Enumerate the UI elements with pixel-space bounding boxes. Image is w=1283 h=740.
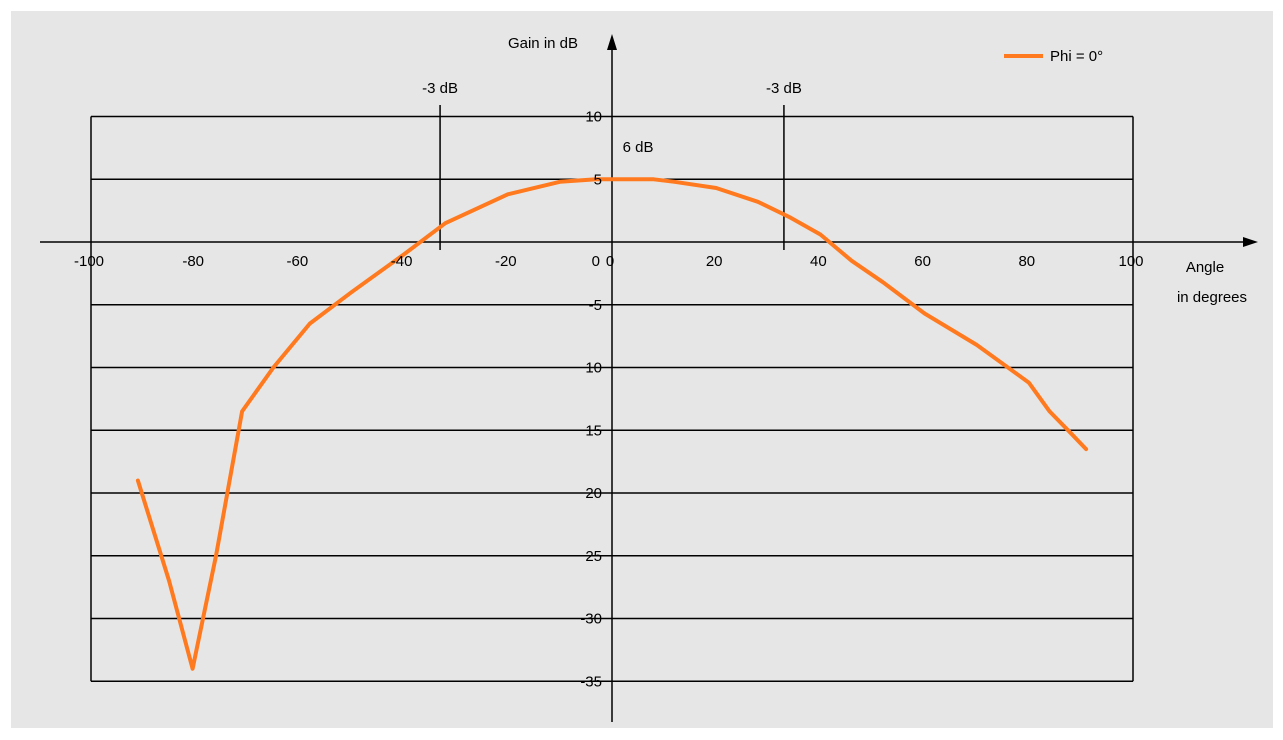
- y-tick-label: 20: [585, 485, 602, 502]
- x-tick-label: -100: [74, 253, 104, 270]
- y-tick-label: -5: [589, 297, 602, 314]
- series-point: [1068, 431, 1072, 435]
- x-tick-label: -40: [391, 253, 413, 270]
- series-point: [1048, 409, 1052, 413]
- y-tick-label: 5: [594, 171, 602, 188]
- series-point: [652, 177, 656, 181]
- series-point: [1027, 381, 1031, 385]
- series-point: [756, 200, 760, 204]
- series-point: [443, 221, 447, 225]
- series-point: [1084, 447, 1088, 451]
- series-point: [214, 554, 218, 558]
- legend: Phi = 0°: [1004, 48, 1103, 65]
- series-point: [673, 180, 677, 184]
- x-tick-label: 0: [606, 253, 614, 270]
- labels-layer: -100 -80 -60 -40 -20 0 20 40 60 80 100 10 5 0 -5 10 15 20…: [74, 80, 1144, 690]
- annotation-label: -3 dB: [766, 80, 802, 97]
- x-tick-label: 80: [1018, 253, 1035, 270]
- series-point: [881, 280, 885, 284]
- series-layer: [135, 177, 1089, 671]
- series-line: [135, 177, 1089, 671]
- x-tick-label: -60: [287, 253, 309, 270]
- series-point: [610, 177, 614, 181]
- series-point: [136, 478, 140, 482]
- y-tick-label: 25: [585, 548, 602, 565]
- series-point: [850, 259, 854, 263]
- chart-panel: [11, 11, 1273, 728]
- y-tick-label: 15: [585, 422, 602, 439]
- y-axis-arrow: [607, 34, 617, 50]
- series-point: [975, 343, 979, 347]
- series-point: [350, 290, 353, 294]
- axes: [40, 34, 1258, 722]
- x-tick-label: -80: [182, 253, 204, 270]
- x-axis-label-line2: in degrees: [1177, 289, 1247, 306]
- y-tick-label: 10: [585, 360, 602, 377]
- plot-frame: [90, 116, 1134, 682]
- legend-label: Phi = 0°: [1050, 48, 1103, 65]
- x-axis-arrow: [1243, 237, 1258, 247]
- series-point: [923, 312, 927, 316]
- x-axis-label-line1: Angle: [1186, 259, 1224, 276]
- x-tick-label: 100: [1118, 253, 1143, 270]
- y-tick-label: -35: [580, 673, 602, 690]
- series-point: [167, 579, 171, 583]
- series-point: [240, 409, 244, 413]
- x-tick-label: 20: [706, 253, 723, 270]
- series-point: [402, 253, 406, 257]
- y-axis-label: Gain in dB: [508, 35, 578, 52]
- annotation-label: 6 dB: [623, 139, 654, 156]
- annotation-label: -3 dB: [422, 80, 458, 97]
- series-point: [594, 177, 598, 181]
- series-point: [714, 186, 718, 190]
- series-point: [191, 667, 195, 671]
- x-tick-label: 60: [914, 253, 931, 270]
- series-point: [271, 366, 275, 369]
- x-tick-label: 40: [810, 253, 827, 270]
- y-tick-label: 10: [585, 109, 602, 126]
- y-tick-label: 0: [592, 253, 600, 270]
- series-point: [558, 180, 562, 184]
- series-point: [818, 232, 822, 236]
- x-tick-label: -20: [495, 253, 517, 270]
- series-point: [506, 192, 510, 196]
- y-tick-label: -30: [580, 611, 602, 628]
- series-point: [787, 215, 791, 219]
- series-point: [308, 322, 312, 326]
